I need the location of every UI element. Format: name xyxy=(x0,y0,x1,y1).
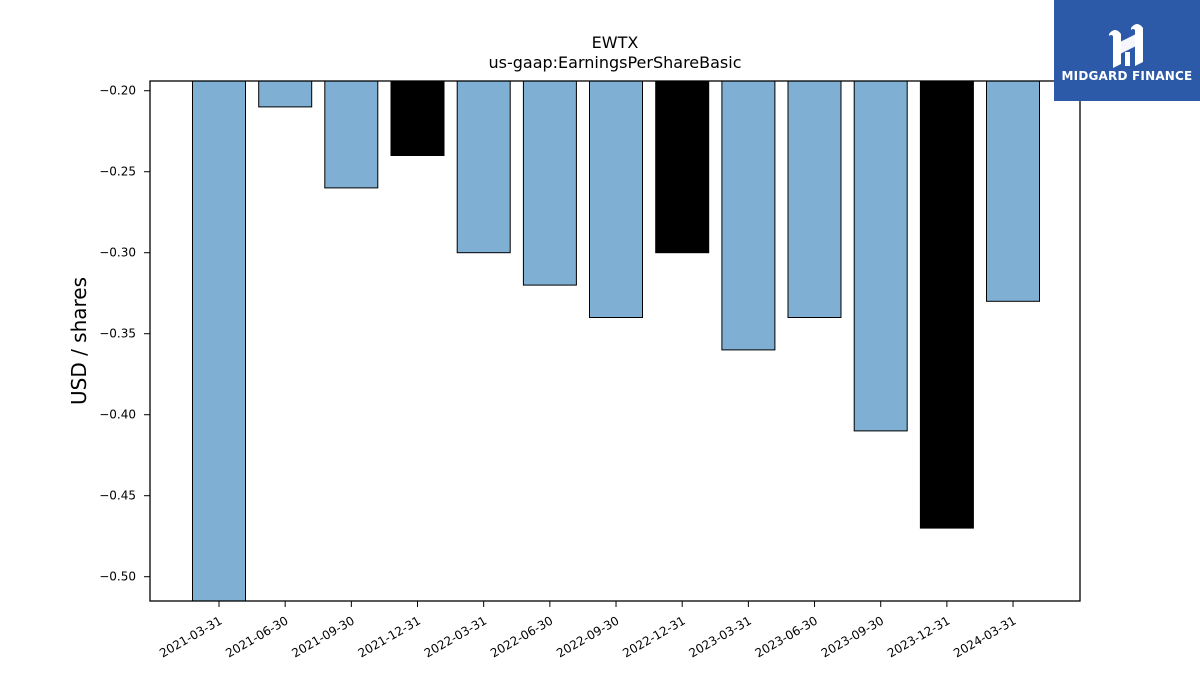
bars-group xyxy=(192,80,1040,602)
x-tick-label: 2022-03-31 xyxy=(422,613,489,660)
bar-2023-06-30 xyxy=(787,80,842,318)
bar-2022-09-30 xyxy=(589,80,643,318)
bar-2021-09-30 xyxy=(324,80,379,189)
y-tick-label: −0.35 xyxy=(99,327,136,341)
y-tick-label: −0.30 xyxy=(99,246,136,260)
x-tick-label: 2022-06-30 xyxy=(488,613,555,660)
x-tick-label: 2022-12-31 xyxy=(620,613,687,660)
y-tick-label: −0.20 xyxy=(99,84,136,98)
bar-2022-12-31 xyxy=(655,80,710,254)
bar-2021-03-31 xyxy=(192,80,246,602)
y-tick-label: −0.45 xyxy=(99,489,136,503)
x-tick-label: 2023-12-31 xyxy=(885,613,952,660)
bar-2023-09-30 xyxy=(853,80,908,432)
y-axis-label: USD / shares xyxy=(67,277,91,405)
x-tick-label: 2021-06-30 xyxy=(223,613,290,660)
x-ticks-group: 2021-03-312021-06-302021-09-302021-12-31… xyxy=(157,601,1019,660)
logo-text: MIDGARD FINANCE xyxy=(1061,69,1193,83)
bar-2023-03-31 xyxy=(721,80,776,351)
chart-subtitle: us-gaap:EarningsPerShareBasic xyxy=(488,53,741,72)
plot-frame xyxy=(149,80,1081,602)
bar-2022-06-30 xyxy=(522,80,577,286)
x-tick-label: 2024-03-31 xyxy=(951,613,1018,660)
bar-2021-06-30 xyxy=(258,80,313,108)
bar-2023-12-31 xyxy=(919,80,974,529)
y-tick-label: −0.25 xyxy=(99,165,136,179)
x-tick-label: 2023-03-31 xyxy=(686,613,753,660)
midgard-finance-logo: MIDGARD FINANCE xyxy=(1054,0,1200,101)
y-ticks-group: −0.20 −0.25 −0.30 −0.35 −0.40 −0.45 −0.50 xyxy=(99,84,150,584)
x-tick-label: 2021-12-31 xyxy=(356,613,423,660)
x-tick-label: 2021-03-31 xyxy=(157,613,224,660)
y-tick-label: −0.40 xyxy=(99,408,136,422)
midgard-logo-icon xyxy=(1109,24,1143,68)
y-tick-label: −0.50 xyxy=(99,570,136,584)
x-tick-label: 2023-09-30 xyxy=(819,613,886,660)
bar-2022-03-31 xyxy=(456,80,511,254)
x-tick-label: 2021-09-30 xyxy=(289,613,356,660)
bar-2021-12-31 xyxy=(390,80,445,156)
x-tick-label: 2023-06-30 xyxy=(753,613,820,660)
x-tick-label: 2022-09-30 xyxy=(554,613,621,660)
chart-title: EWTX xyxy=(592,33,639,52)
bar-2024-03-31 xyxy=(986,80,1040,302)
